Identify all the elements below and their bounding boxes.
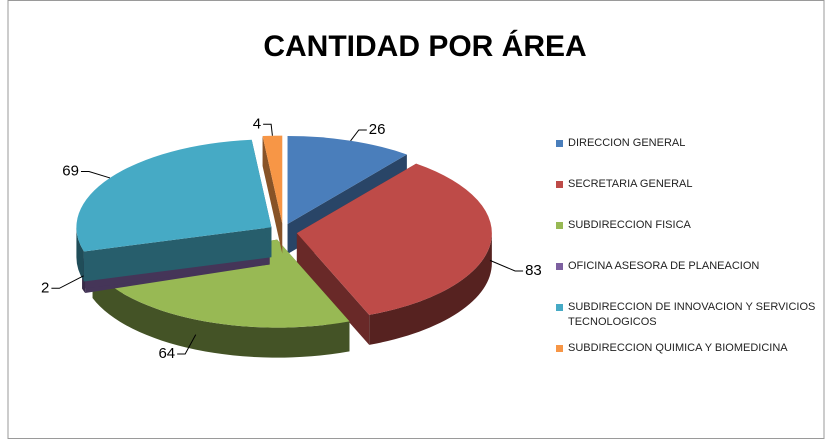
data-label: 69: [62, 162, 79, 179]
slice-side: [76, 227, 84, 282]
data-label: 64: [158, 345, 175, 362]
legend-swatch: [556, 304, 563, 311]
slice-top: [262, 135, 283, 224]
legend-item: DIRECCION GENERAL: [556, 136, 831, 177]
legend-item: OFICINA ASESORA DE PLANEACION: [556, 259, 831, 300]
legend-item: SUBDIRECCION QUIMICA Y BIOMEDICINA: [556, 341, 831, 382]
legend-swatch: [556, 181, 563, 188]
leader-line: [489, 259, 524, 272]
slice-top: [76, 139, 272, 252]
slice-edge-wall: [262, 136, 283, 254]
chart-title: CANTIDAD POR ÁREA: [263, 29, 586, 63]
leader-line: [80, 171, 111, 179]
slice-edge-wall: [83, 227, 272, 282]
data-label: 2: [41, 279, 49, 296]
leader-line: [51, 275, 84, 289]
slice-top: [296, 163, 492, 315]
pie-slice: [262, 135, 283, 254]
leader-line: [350, 129, 367, 142]
legend-label: SECRETARIA GENERAL: [568, 178, 693, 190]
leader-line: [263, 123, 273, 136]
slice-edge-wall: [296, 233, 370, 345]
legend-label: SUBDIRECCION DE INNOVACION Y SERVICIOS T…: [568, 301, 816, 328]
slice-side: [369, 233, 492, 345]
legend: DIRECCION GENERAL SECRETARIA GENERAL SUBDI…: [556, 136, 831, 382]
legend-swatch: [556, 140, 563, 147]
data-label: 26: [369, 121, 386, 138]
slice-side: [92, 268, 350, 358]
legend-swatch: [556, 222, 563, 229]
data-label: 4: [253, 115, 261, 132]
pie-slice: [76, 139, 272, 282]
legend-label: SUBDIRECCION FISICA: [568, 219, 691, 231]
pie-slice: [296, 163, 492, 345]
leader-line: [177, 334, 197, 355]
slice-top: [287, 136, 407, 225]
legend-label: DIRECCION GENERAL: [568, 137, 686, 149]
legend-item: SECRETARIA GENERAL: [556, 177, 831, 218]
legend-label: SUBDIRECCION QUIMICA Y BIOMEDICINA: [568, 342, 788, 354]
legend-item: SUBDIRECCION FISICA: [556, 218, 831, 259]
legend-item: SUBDIRECCION DE INNOVACION Y SERVICIOS T…: [556, 300, 831, 341]
legend-label: OFICINA ASESORA DE PLANEACION: [568, 260, 760, 272]
data-label: 83: [525, 262, 542, 279]
legend-swatch: [556, 263, 563, 270]
legend-swatch: [556, 345, 563, 352]
